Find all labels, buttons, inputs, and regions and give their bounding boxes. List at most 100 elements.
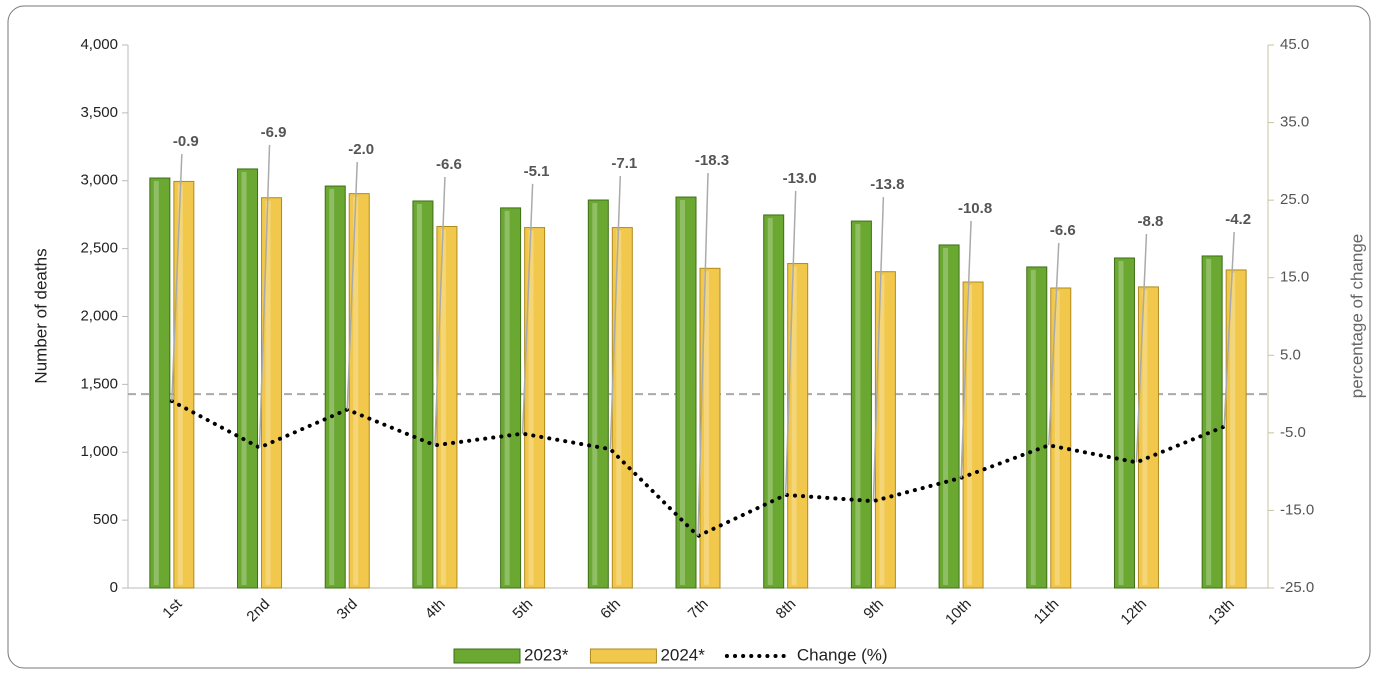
y2-tick-label: -5.0 <box>1280 424 1306 441</box>
data-label: -8.8 <box>1138 213 1164 230</box>
y2-tick-label: 35.0 <box>1280 114 1309 131</box>
leader-line <box>521 183 534 434</box>
bar-highlight <box>592 203 598 586</box>
data-label: -5.1 <box>524 163 550 180</box>
bar <box>412 200 434 589</box>
bar <box>237 168 259 589</box>
bar-highlight <box>943 247 949 585</box>
data-label: -13.8 <box>870 176 904 193</box>
bar <box>611 227 633 589</box>
leader-line <box>171 154 183 402</box>
data-label: -4.2 <box>1225 211 1251 228</box>
leader-line <box>1135 233 1148 463</box>
bar <box>938 244 960 589</box>
bar-highlight <box>967 285 973 585</box>
bar <box>1113 257 1135 589</box>
bar <box>324 185 346 589</box>
bar <box>173 180 195 589</box>
y-tick-label: 4,000 <box>80 36 118 53</box>
leader-line <box>346 162 358 410</box>
bar-highlight <box>616 230 622 586</box>
data-label: -7.1 <box>611 155 637 172</box>
bar-highlight <box>329 189 335 585</box>
y-axis-title: Number of deaths <box>31 248 50 383</box>
y-tick-label: 2,000 <box>80 307 118 324</box>
y2-tick-label: 45.0 <box>1280 36 1309 53</box>
legend-swatch <box>453 648 521 664</box>
leader-line <box>960 220 972 478</box>
bar-highlight <box>704 271 709 585</box>
y2-tick-label: 15.0 <box>1280 269 1309 286</box>
leader-line <box>872 197 885 502</box>
data-label: -10.8 <box>958 200 992 217</box>
y2-tick-label: 5.0 <box>1280 346 1301 363</box>
bar-highlight <box>1054 290 1060 585</box>
bar <box>436 225 458 589</box>
bar <box>1201 255 1223 589</box>
bar-highlight <box>680 200 685 586</box>
data-label: -0.9 <box>173 133 199 150</box>
data-label: -6.6 <box>436 156 462 173</box>
legend-swatch <box>589 648 657 664</box>
y-tick-label: 500 <box>93 511 118 528</box>
y-tick-label: 3,500 <box>80 104 118 121</box>
bar-highlight <box>1030 269 1036 585</box>
bar-highlight <box>1118 260 1124 585</box>
bar-highlight <box>1142 289 1148 585</box>
bar <box>149 177 171 589</box>
bar-highlight <box>504 210 510 585</box>
bar <box>587 199 609 589</box>
bar <box>348 193 370 589</box>
bar <box>874 271 896 589</box>
bar <box>787 263 809 589</box>
legend-label: 2023* <box>524 645 569 664</box>
bar <box>850 220 872 589</box>
bar-highlight <box>855 224 861 585</box>
data-label: -18.3 <box>695 152 729 169</box>
y-tick-label: 2,500 <box>80 240 118 257</box>
bar-highlight <box>879 274 885 585</box>
data-label: -6.6 <box>1050 222 1076 239</box>
leader-line <box>258 144 271 448</box>
bar-highlight <box>241 171 247 585</box>
bar <box>524 227 546 589</box>
bar <box>500 207 522 589</box>
y2-tick-label: 25.0 <box>1280 191 1309 208</box>
bar-highlight <box>767 217 773 586</box>
bar-highlight <box>416 203 422 585</box>
data-label: -6.9 <box>261 124 287 141</box>
bar-highlight <box>265 200 271 585</box>
bar <box>962 281 984 589</box>
bar-highlight <box>1230 272 1236 585</box>
data-label: -13.0 <box>783 170 817 187</box>
bar-highlight <box>353 196 359 586</box>
leader-line <box>784 190 797 495</box>
bar <box>675 196 697 589</box>
bar-highlight <box>177 184 183 585</box>
leader-line <box>609 175 622 450</box>
bar <box>699 267 721 589</box>
bar <box>1225 269 1247 589</box>
bar-highlight <box>528 230 534 586</box>
leader-line <box>697 173 709 537</box>
y-tick-label: 1,500 <box>80 375 118 392</box>
y2-tick-label: -25.0 <box>1280 579 1314 596</box>
bar-highlight <box>440 229 446 586</box>
y2-tick-label: -15.0 <box>1280 501 1314 518</box>
leader-line <box>1048 242 1060 446</box>
bar <box>1050 287 1072 589</box>
leader-line <box>434 176 446 446</box>
bar-highlight <box>1206 258 1212 585</box>
bar-highlight <box>153 181 159 585</box>
legend-label: 2024* <box>660 645 705 664</box>
y-tick-label: 3,000 <box>80 172 118 189</box>
legend-label: Change (%) <box>797 645 888 664</box>
data-label: -2.0 <box>348 141 374 158</box>
leader-line <box>1223 231 1235 427</box>
bar <box>1137 286 1159 589</box>
y2-axis-title: percentage of change <box>1347 234 1366 398</box>
bar <box>763 214 785 589</box>
bar-highlight <box>791 266 797 585</box>
bar <box>1026 266 1048 589</box>
